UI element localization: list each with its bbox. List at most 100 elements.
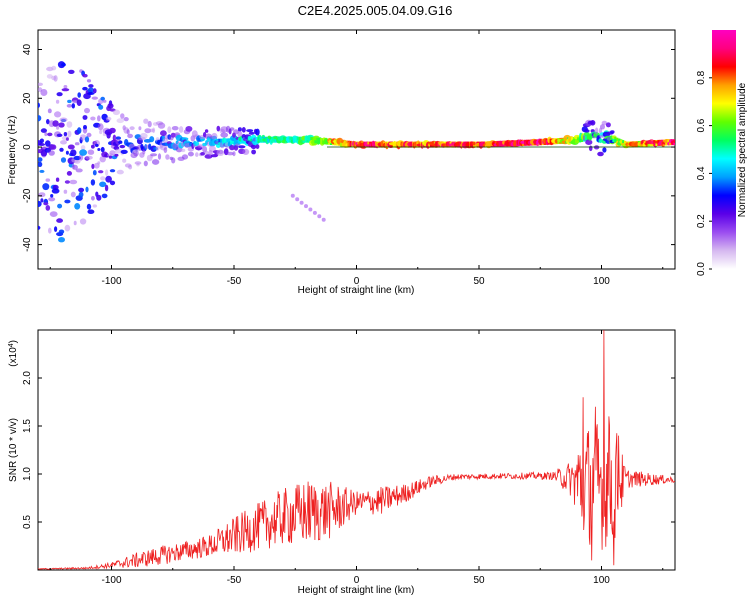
spectrogram-cell	[50, 194, 54, 198]
spectrogram-cell	[58, 237, 65, 243]
spectrogram-cell	[68, 69, 75, 74]
spectrogram-cell	[150, 153, 158, 157]
spectrogram-cell	[92, 170, 97, 176]
spectrogram-cell	[87, 209, 95, 214]
spectrogram-cell	[56, 92, 63, 97]
spectrogram-band	[612, 136, 615, 143]
spectrogram-cell	[91, 163, 95, 169]
spectrogram-cell	[87, 92, 95, 95]
spectrogram-cell	[237, 130, 243, 138]
spectrogram-cell	[114, 153, 119, 157]
spectrogram-cell	[251, 149, 256, 155]
spectrogram-cell	[59, 117, 68, 123]
spectrogram-cell	[72, 164, 78, 170]
spectrogram-cell	[114, 148, 122, 154]
spectrogram-cell	[79, 134, 87, 141]
spectrogram-cell	[42, 183, 50, 191]
spectrogram-axes: -100 -50 0 50 100 -40 -20 0 20 40	[22, 30, 675, 287]
colorbar-axes: 0.0 0.2 0.4 0.6 0.8	[696, 70, 712, 276]
spectrogram-cell	[220, 132, 229, 138]
spectrogram-cell	[70, 191, 76, 198]
spectrogram-cell	[77, 127, 82, 134]
spectrogram-cell	[78, 191, 84, 198]
spectrogram-band	[228, 138, 231, 145]
spectrogram-cell	[61, 62, 66, 67]
spectrogram-cell	[56, 125, 60, 130]
spectrogram-cell	[43, 202, 49, 206]
spectrogram-cell	[185, 125, 193, 132]
snr-frame	[37, 329, 676, 571]
colorbar-tick-label: 0.0	[696, 262, 707, 276]
y-tick-label: 2.0	[22, 371, 33, 385]
spectrogram-cell	[69, 179, 78, 185]
spectrogram-cell	[109, 169, 116, 173]
spectrogram-cell	[211, 132, 218, 140]
spectrogram-cell	[51, 65, 57, 71]
spectrogram-cell	[53, 75, 58, 82]
spectrogram-cell	[86, 79, 92, 83]
spectrogram-cell	[78, 187, 85, 193]
spectrogram-band	[310, 137, 313, 143]
spectrogram-cell	[167, 126, 172, 134]
spectrogram-cell	[63, 189, 68, 194]
spectrogram-cell	[123, 117, 129, 122]
spectrogram-cell	[75, 168, 83, 173]
colorbar-tick-label: 0.6	[696, 118, 707, 132]
spectrogram-cell	[38, 157, 43, 162]
spectrogram-cell	[45, 140, 51, 147]
spectrogram-cell	[204, 150, 209, 155]
spectrogram-cell	[82, 86, 88, 91]
spectrogram-cell	[673, 139, 675, 144]
y-tick-label: 40	[22, 44, 33, 56]
spectrogram-cell	[56, 218, 63, 223]
colorbar: 0.0 0.2 0.4 0.6 0.8 Normalized spectral ampl…	[696, 30, 748, 276]
spectrogram-cell	[66, 104, 73, 108]
spectrogram-cell	[65, 137, 69, 141]
spectrogram-cell	[44, 132, 48, 137]
spectrogram-cell	[79, 149, 87, 156]
spectrogram-cell	[116, 118, 125, 124]
spectrogram-cell	[45, 178, 51, 182]
spectrogram-cell	[82, 73, 88, 78]
spectrogram-cell	[97, 148, 101, 151]
spectrogram-cell	[200, 152, 206, 156]
spectrogram-cell	[178, 126, 184, 133]
spectrogram-cell	[171, 126, 179, 131]
spectrogram-cell	[84, 107, 90, 114]
spectrogram-cell	[128, 164, 133, 170]
x-tick-label: 50	[473, 276, 485, 287]
spectrogram-cell	[102, 99, 107, 103]
spectrogram-band	[251, 137, 254, 144]
spectrogram-cell	[73, 159, 81, 164]
spectrogram-cell	[83, 125, 87, 130]
spectrogram-cell	[129, 126, 135, 131]
spectrogram-cell	[80, 145, 86, 151]
spectrogram-cell	[597, 151, 604, 157]
spectrogram-cell	[255, 128, 260, 136]
spectrogram-cell	[171, 157, 176, 164]
spectrogram-cell	[99, 181, 107, 188]
spectrogram-cell	[51, 144, 57, 150]
spectrogram-band	[616, 137, 619, 144]
spectrogram-cell	[71, 103, 76, 109]
x-tick-label: -100	[101, 276, 121, 287]
y-tick-label: 1.0	[22, 467, 33, 481]
spectrogram-cell	[86, 132, 92, 138]
spectrogram-cell	[61, 88, 70, 92]
spectrogram-cell	[82, 115, 88, 120]
spectrogram-cell	[47, 132, 53, 137]
spectrogram-band	[610, 135, 613, 142]
spectrogram-cell	[317, 214, 322, 219]
spectrogram-cell	[63, 85, 68, 89]
spectrogram-band	[618, 138, 621, 145]
spectrogram-cell	[598, 138, 603, 144]
spectrogram-cell	[140, 132, 148, 140]
spectrogram-cell	[138, 126, 142, 131]
colorbar-tick-label: 0.2	[696, 214, 707, 228]
snr-series-line	[38, 330, 675, 570]
spectrogram-cell	[600, 124, 605, 130]
spectrogram-cell	[57, 203, 63, 209]
spectrogram-cell	[226, 151, 234, 156]
spectrogram-band	[226, 138, 229, 145]
spectrogram-cell	[304, 204, 308, 209]
